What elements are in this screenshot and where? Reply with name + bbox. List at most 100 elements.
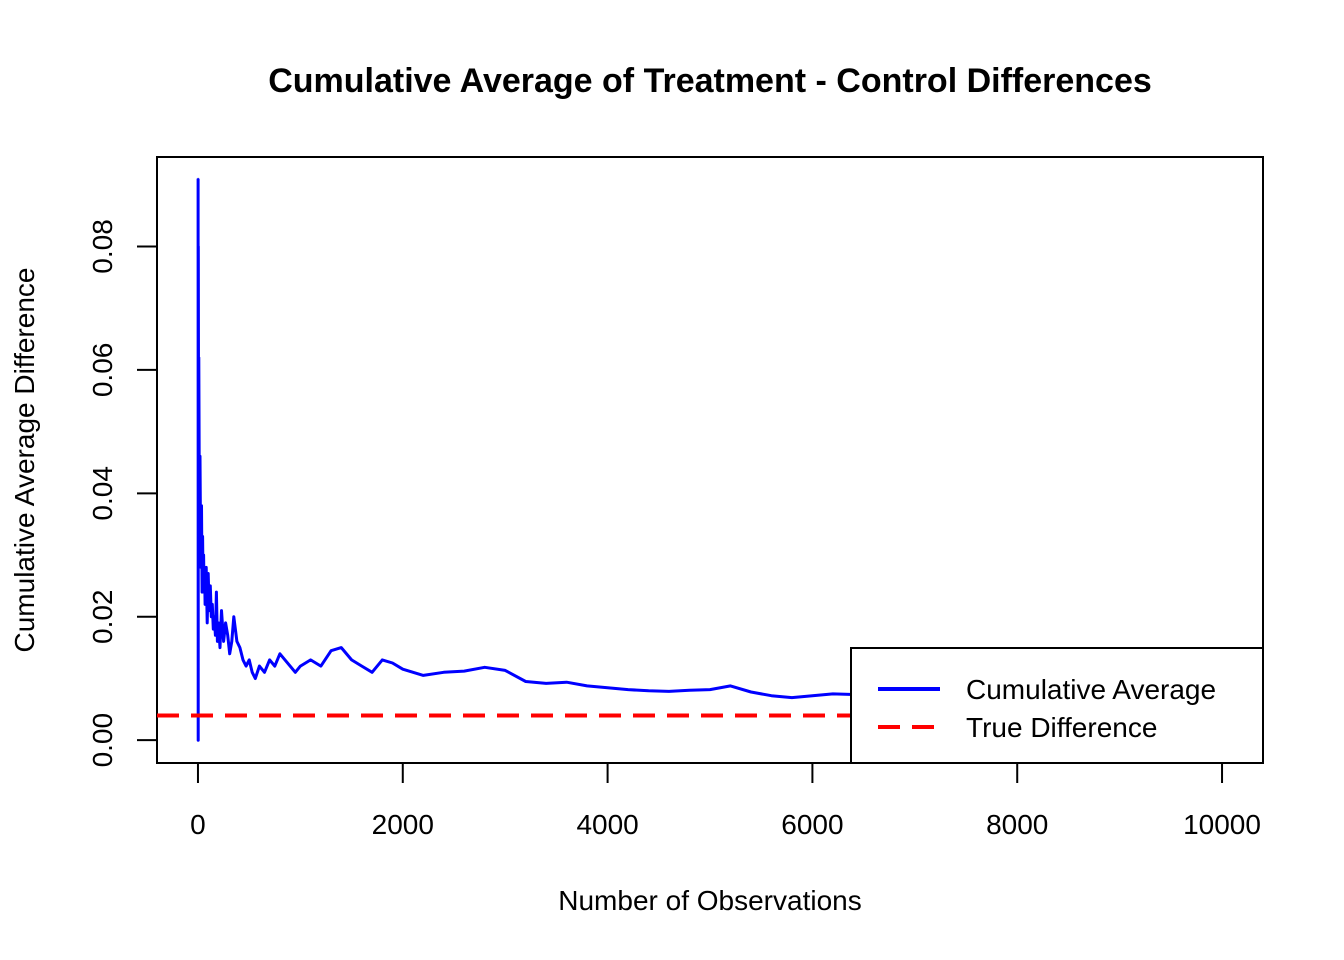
data-point-cumulative-average	[294, 671, 297, 674]
data-point-cumulative-average	[220, 609, 223, 612]
data-point-cumulative-average	[231, 640, 233, 643]
data-point-cumulative-average	[219, 646, 221, 649]
data-point-cumulative-average	[442, 671, 445, 674]
data-point-cumulative-average	[361, 665, 363, 667]
data-point-cumulative-average	[207, 572, 209, 575]
data-point-cumulative-average	[211, 603, 214, 606]
data-point-cumulative-average	[565, 681, 568, 683]
data-point-cumulative-average	[199, 455, 201, 458]
data-point-cumulative-average	[709, 688, 711, 691]
data-point-cumulative-average	[811, 694, 814, 697]
x-tick-label: 4000	[576, 809, 638, 840]
data-point-cumulative-average	[198, 554, 201, 556]
data-point-cumulative-average	[199, 529, 202, 532]
data-point-cumulative-average	[215, 591, 218, 593]
data-point-cumulative-average	[770, 694, 773, 697]
data-point-cumulative-average	[198, 461, 200, 464]
data-point-cumulative-average	[504, 669, 507, 672]
legend-label-cumulative-average: Cumulative Average	[966, 674, 1216, 705]
x-tick-label: 10000	[1183, 809, 1261, 840]
data-point-cumulative-average	[463, 670, 466, 672]
data-point-cumulative-average	[222, 640, 225, 643]
data-point-cumulative-average	[606, 686, 609, 689]
data-point-cumulative-average	[224, 622, 227, 624]
data-point-cumulative-average	[258, 665, 261, 667]
data-point-cumulative-average	[204, 603, 206, 606]
x-tick-label: 0	[190, 809, 206, 840]
data-point-cumulative-average	[309, 659, 312, 661]
data-point-cumulative-average	[524, 680, 527, 683]
data-point-cumulative-average	[750, 691, 752, 693]
legend-box	[850, 647, 1264, 764]
y-axis-label: Cumulative Average Difference	[9, 268, 40, 653]
data-point-cumulative-average	[245, 665, 247, 667]
data-point-cumulative-average	[422, 674, 425, 677]
data-point-cumulative-average	[371, 671, 373, 674]
data-point-cumulative-average	[350, 659, 353, 661]
data-point-cumulative-average	[203, 572, 206, 575]
data-point-cumulative-average	[274, 665, 276, 667]
data-point-cumulative-average	[254, 677, 257, 680]
data-point-cumulative-average	[483, 666, 486, 669]
data-point-cumulative-average	[203, 591, 205, 593]
data-point-cumulative-average	[791, 696, 793, 699]
data-point-cumulative-average	[233, 615, 235, 618]
data-point-cumulative-average	[330, 649, 332, 652]
data-point-cumulative-average	[268, 659, 271, 661]
data-point-cumulative-average	[206, 622, 208, 624]
data-point-cumulative-average	[239, 646, 241, 649]
y-tick-label: 0.02	[87, 589, 118, 644]
y-tick-label: 0.08	[87, 219, 118, 274]
data-point-cumulative-average	[212, 628, 215, 630]
data-point-cumulative-average	[202, 554, 205, 556]
data-point-cumulative-average	[320, 665, 322, 667]
data-point-cumulative-average	[201, 591, 203, 593]
chart-title: Cumulative Average of Treatment - Contro…	[268, 62, 1152, 100]
data-point-cumulative-average	[248, 659, 250, 661]
x-axis-label: Number of Observations	[558, 885, 861, 916]
x-tick-label: 2000	[372, 809, 434, 840]
data-point-cumulative-average	[208, 609, 210, 612]
y-tick-label: 0.06	[87, 343, 118, 398]
data-point-cumulative-average	[197, 245, 200, 248]
data-point-cumulative-average	[200, 566, 202, 569]
data-point-cumulative-average	[251, 671, 253, 674]
data-point-cumulative-average	[279, 653, 281, 655]
data-point-cumulative-average	[627, 688, 629, 691]
data-point-cumulative-average	[205, 566, 207, 569]
data-point-cumulative-average	[214, 634, 217, 637]
data-point-cumulative-average	[198, 356, 200, 359]
data-point-cumulative-average	[202, 585, 204, 587]
y-tick-label: 0.04	[87, 466, 118, 521]
data-point-cumulative-average	[242, 659, 244, 661]
data-point-cumulative-average	[236, 640, 238, 643]
data-point-cumulative-average	[832, 693, 834, 695]
data-point-cumulative-average	[340, 646, 343, 649]
data-point-cumulative-average	[200, 504, 203, 507]
x-tick-label: 8000	[986, 809, 1048, 840]
data-point-cumulative-average	[228, 653, 231, 655]
data-point-cumulative-average	[668, 690, 670, 693]
data-point-cumulative-average	[586, 685, 588, 687]
data-point-cumulative-average	[402, 668, 404, 670]
data-point-cumulative-average	[210, 615, 213, 618]
data-point-cumulative-average	[216, 640, 219, 643]
data-point-cumulative-average	[299, 665, 302, 667]
legend-label-true-difference: True Difference	[966, 712, 1157, 743]
data-point-cumulative-average	[213, 615, 216, 618]
data-point-cumulative-average	[647, 690, 650, 692]
legend: Cumulative Average True Difference	[850, 647, 1264, 764]
data-point-cumulative-average	[289, 665, 291, 667]
data-point-cumulative-average	[284, 659, 286, 661]
data-point-cumulative-average	[688, 689, 691, 691]
data-point-cumulative-average	[217, 622, 220, 624]
data-point-cumulative-average	[197, 739, 199, 741]
data-point-cumulative-average	[226, 634, 229, 637]
data-point-cumulative-average	[209, 585, 212, 587]
x-tick-label: 6000	[781, 809, 843, 840]
data-point-cumulative-average	[381, 659, 384, 661]
data-point-cumulative-average	[391, 662, 394, 664]
data-point-cumulative-average	[545, 682, 547, 685]
y-axis: 0.00 0.02 0.04 0.06 0.08	[87, 219, 158, 767]
